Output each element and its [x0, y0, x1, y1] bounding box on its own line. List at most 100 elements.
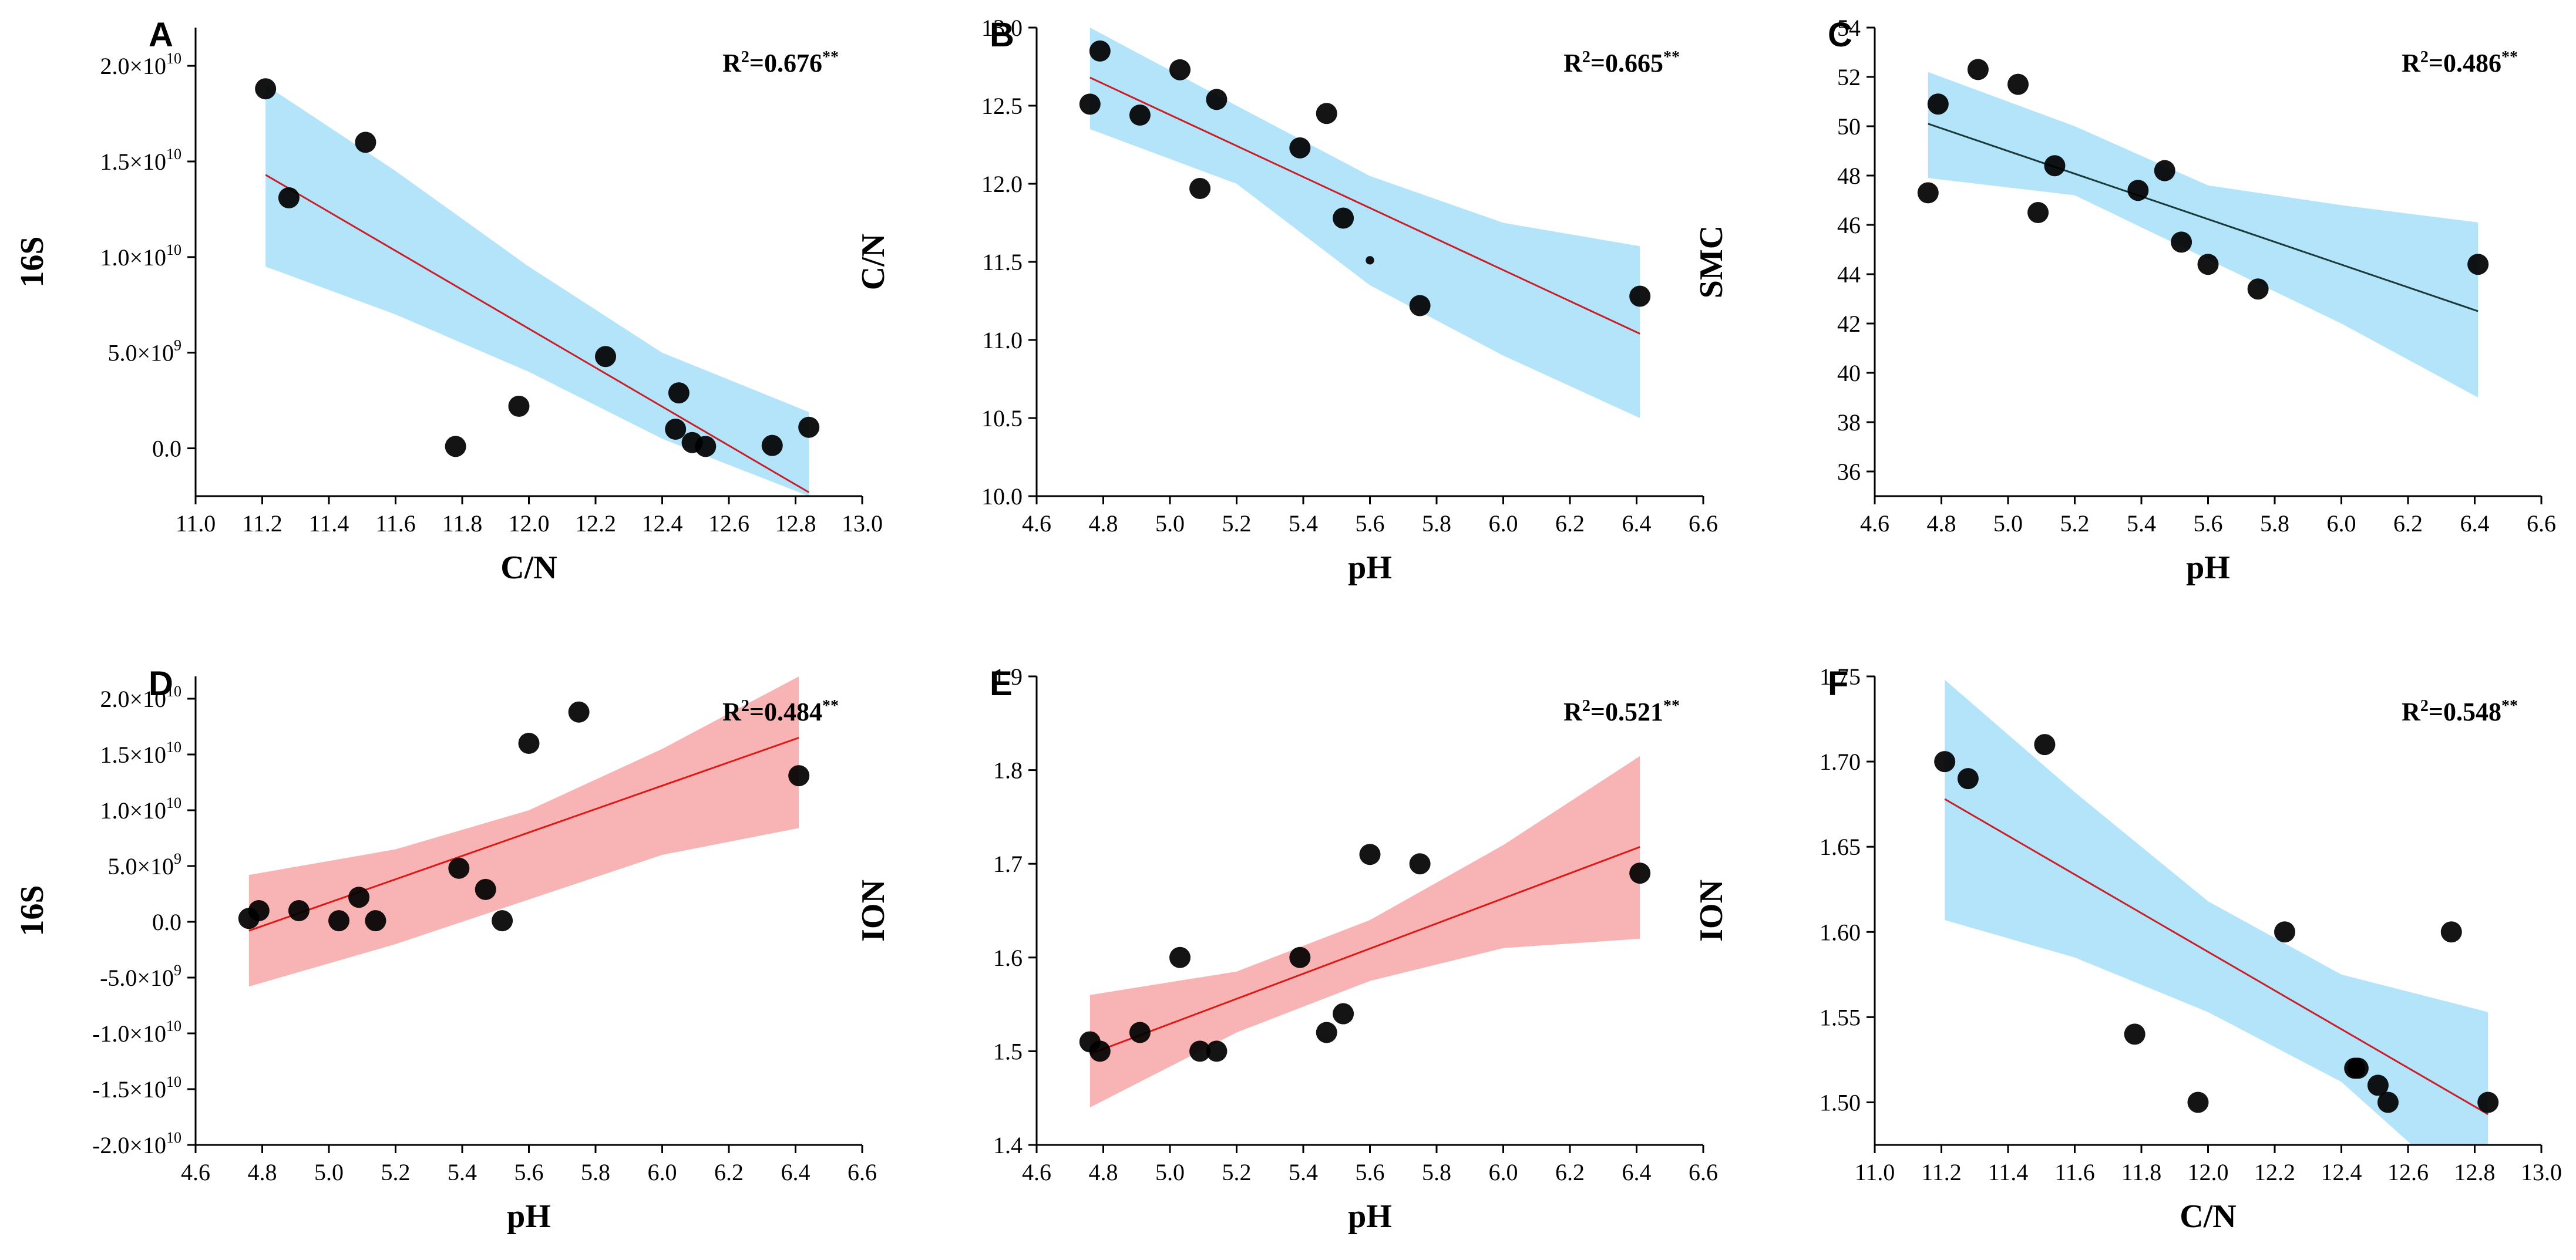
y-tick-exponent: 10: [166, 50, 181, 67]
y-tick-mantissa: 1.60: [1820, 919, 1861, 945]
data-point: [1629, 863, 1651, 884]
significance-mark: **: [2501, 48, 2518, 66]
y-tick-label: 36: [1837, 459, 1861, 485]
data-point: [1333, 1003, 1354, 1025]
y-tick-label: 11.5: [982, 249, 1023, 275]
data-point: [2347, 1057, 2369, 1079]
panel-a: 11.0 11.2 11.4 11.6 11.8 12.0 12.2 12.4 12.6 12.8…: [14, 16, 883, 586]
x-tick-label: 6.6: [1689, 510, 1718, 537]
y-tick-label: 1.55: [1820, 1004, 1861, 1030]
data-point: [2034, 734, 2056, 756]
y-tick-mantissa: 54: [1837, 15, 1861, 41]
data-point: [365, 910, 386, 932]
data-point: [1917, 182, 1939, 204]
y-tick-mantissa: 1.8: [993, 757, 1023, 784]
r2-exponent: 2: [741, 697, 749, 715]
r2-symbol: R: [1563, 49, 1583, 78]
y-tick-mantissa: 2.0×10: [100, 686, 166, 712]
x-tick-label: 6.0: [1489, 510, 1518, 537]
x-tick-label: 5.4: [2127, 510, 2156, 537]
y-tick-mantissa: 13.0: [981, 15, 1023, 41]
r-squared-label: R2=0.665**: [1563, 48, 1680, 78]
data-point: [595, 346, 617, 368]
data-point: [508, 395, 530, 417]
y-tick-exponent: 9: [174, 962, 181, 979]
x-axis-title: pH: [1348, 550, 1392, 586]
x-tick-label: 12.4: [2321, 1159, 2362, 1185]
y-tick-mantissa: 40: [1837, 360, 1861, 386]
r2-value: =0.484: [749, 698, 822, 726]
data-point: [2367, 1074, 2389, 1096]
y-tick-mantissa: -2.0×10: [92, 1132, 166, 1158]
data-point: [278, 187, 300, 208]
data-point: [1206, 1040, 1228, 1062]
x-tick-label: 11.0: [1855, 1159, 1895, 1185]
y-tick-mantissa: 38: [1837, 409, 1861, 436]
significance-mark: **: [1663, 48, 1680, 66]
x-tick-label: 4.8: [1089, 510, 1118, 537]
y-tick-mantissa: 0.0: [152, 909, 181, 935]
regression-line: [248, 737, 799, 932]
data-point: [1169, 946, 1191, 968]
x-tick-label: 5.6: [2194, 510, 2223, 537]
y-tick-label: 50: [1837, 113, 1861, 140]
y-tick-label: 1.0×1010: [100, 794, 181, 824]
data-point: [1129, 104, 1151, 126]
data-point: [448, 857, 470, 879]
y-tick-mantissa: 1.7: [993, 851, 1023, 877]
regression-line: [1089, 846, 1640, 1055]
data-point: [1206, 89, 1228, 110]
x-tick-label: 13.0: [842, 510, 883, 537]
y-tick-mantissa: 1.0×10: [100, 244, 166, 271]
y-tick-mantissa: 48: [1837, 163, 1861, 189]
x-axis-title: pH: [1348, 1198, 1392, 1235]
r2-symbol: R: [2402, 49, 2421, 78]
data-point: [568, 701, 590, 723]
x-tick-label: 11.2: [1921, 1159, 1962, 1185]
regression-line: [1089, 76, 1640, 335]
y-tick-label: 1.75: [1820, 663, 1861, 690]
data-point: [1333, 207, 1354, 229]
x-tick-label: 6.2: [2393, 510, 2423, 537]
x-tick-label: 12.8: [775, 510, 816, 537]
y-tick-mantissa: 12.5: [981, 93, 1023, 119]
r2-symbol: R: [722, 49, 742, 78]
data-point: [518, 733, 540, 754]
y-tick-label: 12.5: [981, 93, 1023, 119]
r2-value: =0.548: [2429, 698, 2501, 726]
x-tick-label: 6.0: [2327, 510, 2356, 537]
y-tick-label: 1.5×1010: [100, 739, 181, 768]
y-tick-label: 46: [1837, 212, 1861, 238]
y-tick-mantissa: 1.5×10: [100, 742, 166, 768]
y-tick-mantissa: 0.0: [152, 436, 181, 462]
x-tick-label: 6.4: [1622, 510, 1652, 537]
y-tick-mantissa: 5.0×10: [107, 853, 174, 880]
x-tick-label: 6.0: [1489, 1159, 1518, 1185]
x-tick-label: 4.6: [1022, 510, 1051, 537]
data-point: [695, 436, 717, 457]
data-point: [2377, 1091, 2399, 1113]
data-point: [1967, 59, 1989, 80]
y-tick-label: 1.8: [993, 757, 1023, 784]
x-tick-label: 5.6: [514, 1159, 544, 1185]
y-tick-label: 1.5×1010: [100, 146, 181, 175]
r-squared-label: R2=0.548**: [2402, 697, 2518, 726]
y-tick-mantissa: 1.55: [1820, 1004, 1861, 1030]
x-tick-label: 4.8: [248, 1159, 277, 1185]
x-tick-label: 6.6: [1689, 1159, 1718, 1185]
x-tick-label: 11.6: [375, 510, 416, 537]
x-tick-label: 6.2: [714, 1159, 744, 1185]
x-tick-label: 11.8: [442, 510, 483, 537]
regression-line: [265, 174, 809, 493]
r2-exponent: 2: [741, 48, 749, 66]
x-tick-label: 5.8: [581, 1159, 610, 1185]
r2-exponent: 2: [2420, 48, 2429, 66]
x-tick-label: 6.2: [1555, 1159, 1585, 1185]
confidence-band: [1089, 756, 1640, 1108]
data-point: [2440, 921, 2462, 943]
x-tick-label: 5.0: [314, 1159, 344, 1185]
data-point: [2007, 73, 2029, 95]
panel-c: 4.6 4.8 5.0 5.2 5.4 5.6 5.8 6.0 6.2 6.4 6.6 36 38 40 4…: [1693, 15, 2556, 586]
x-tick-label: 4.8: [1927, 510, 1956, 537]
